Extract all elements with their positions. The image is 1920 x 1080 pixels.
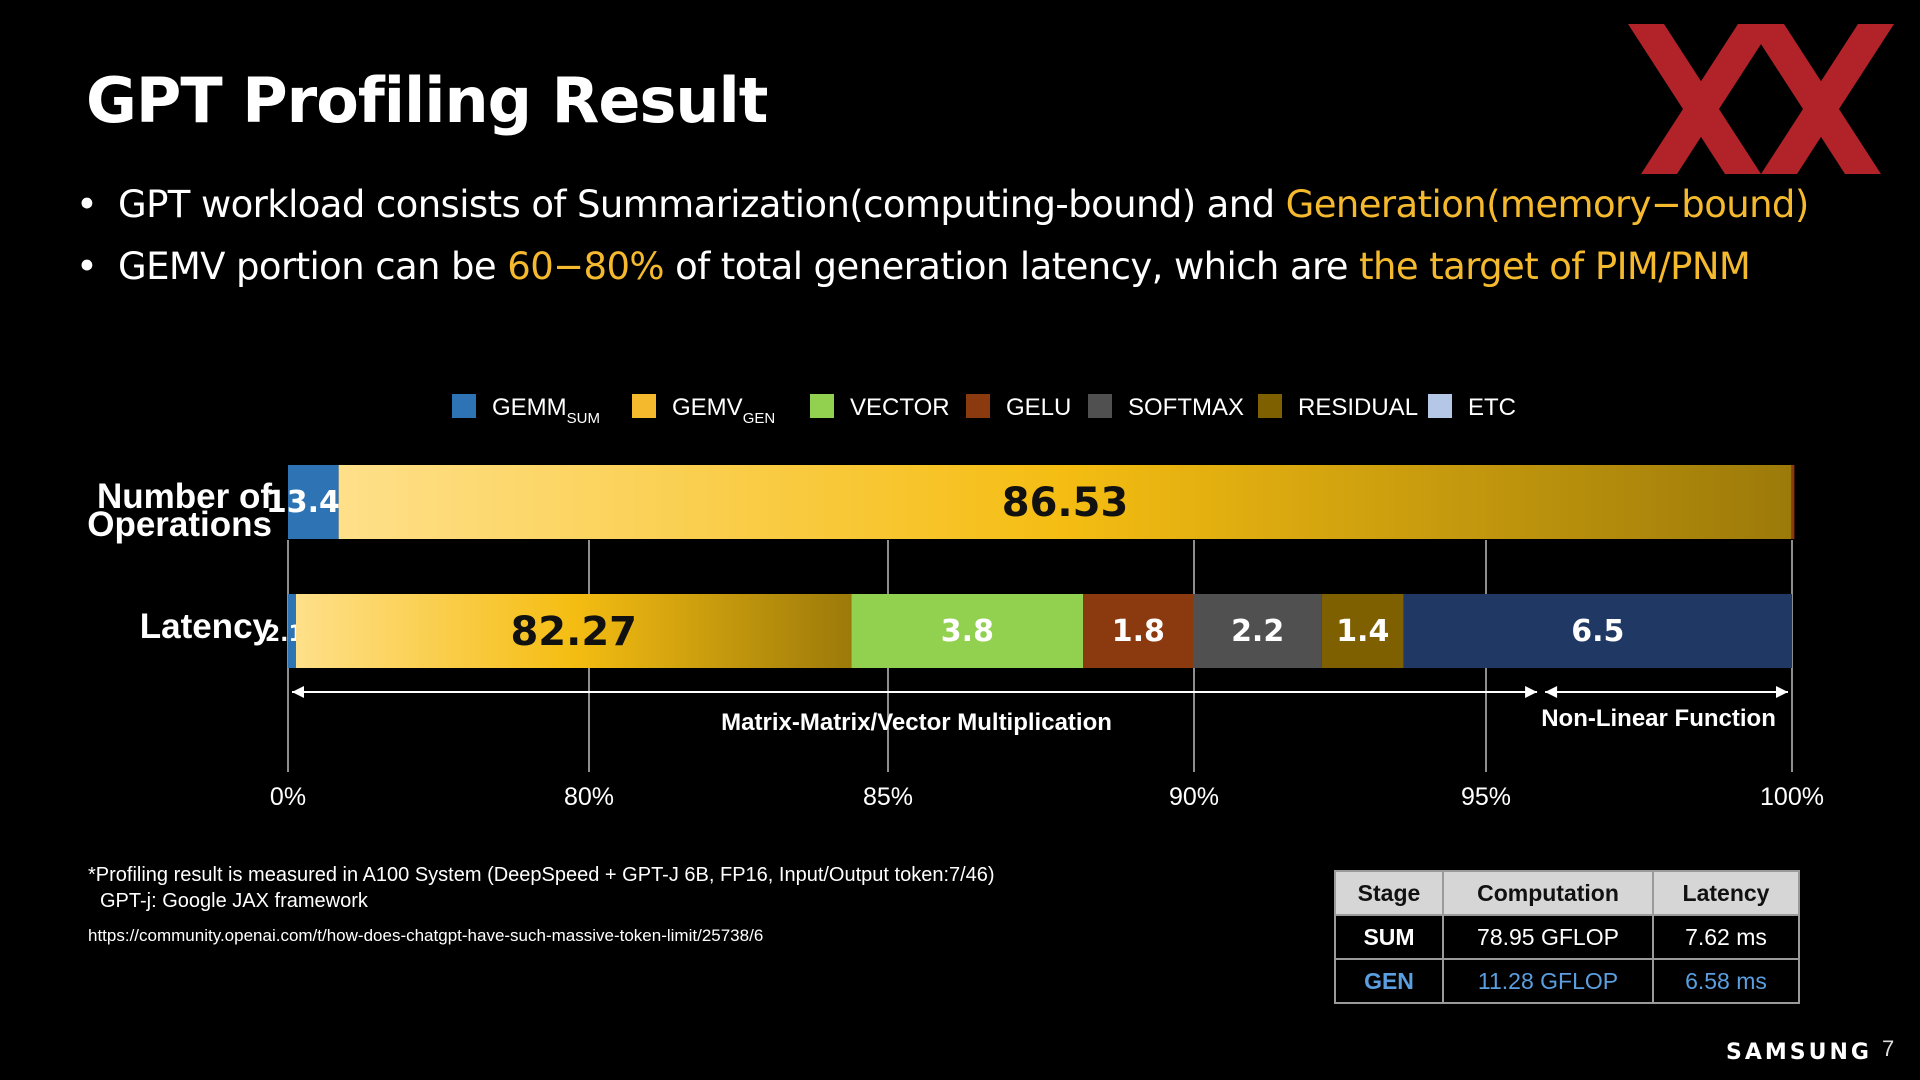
category-label: Latency	[140, 607, 273, 646]
legend-swatch	[452, 394, 476, 418]
category-label: Operations	[87, 505, 272, 544]
bar-segment-residual	[1321, 594, 1404, 668]
bar-segment-gemv	[295, 594, 852, 668]
legend-swatch	[1258, 394, 1282, 418]
footnote: *Profiling result is measured in A100 Sy…	[88, 862, 995, 914]
annotation-label: Matrix-Matrix/Vector Multiplication	[721, 709, 1112, 736]
legend-swatch	[1088, 394, 1112, 418]
table-cell: 6.58 ms	[1652, 958, 1800, 1004]
bullet-list: • GPT workload consists of Summarization(…	[76, 182, 1809, 306]
annotation-label: Non-Linear Function	[1541, 705, 1776, 732]
annotation-arrowhead	[1525, 686, 1538, 698]
table-header: Stage	[1334, 870, 1444, 916]
category-label: Number of	[97, 477, 272, 516]
bullet-text: GPT workload consists of Summarization(c…	[118, 183, 1286, 226]
legend-label: GEMMSUM	[492, 394, 600, 427]
table-header: Latency	[1652, 870, 1800, 916]
bullet-text: of total generation latency, which are	[664, 245, 1360, 288]
brand-x-logo	[1628, 24, 1894, 174]
legend-label: SOFTMAX	[1128, 394, 1244, 421]
bar-segment-gelu	[1791, 465, 1795, 539]
footnote-text: *Profiling result is measured in A100 Sy…	[88, 864, 995, 886]
bullet-dot: •	[76, 183, 98, 226]
table-header-row: Stage Computation Latency	[1334, 870, 1800, 916]
legend-label: VECTOR	[850, 394, 950, 421]
table-row: GEN 11.28 GFLOP 6.58 ms	[1334, 958, 1800, 1004]
table-cell: 7.62 ms	[1652, 914, 1800, 960]
bullet-highlight: the target of PIM/PNM	[1359, 245, 1751, 288]
data-label: 1.8	[1112, 614, 1165, 649]
legend-label: ETC	[1468, 394, 1516, 421]
annotation-arrowhead	[1776, 686, 1788, 698]
legend-label: GELU	[1006, 394, 1071, 421]
stats-table: Stage Computation Latency SUM 78.95 GFLO…	[1334, 870, 1800, 1004]
x-tick-label: 90%	[1169, 783, 1219, 811]
bar-segment-gemm	[288, 594, 296, 668]
x-tick-label: 95%	[1461, 783, 1511, 811]
annotation-arrowhead	[292, 686, 304, 698]
bar-segment-gelu	[1083, 594, 1194, 668]
bullet-text: GEMV portion can be	[118, 245, 508, 288]
legend-label: RESIDUAL	[1298, 394, 1418, 421]
data-label: 2.2	[1231, 614, 1284, 649]
x-tick-label: 100%	[1760, 783, 1824, 811]
bar-segment-gemv	[338, 465, 1792, 539]
bullet-dot: •	[76, 245, 98, 288]
x-tick-label: 0%	[270, 783, 306, 811]
bar-segment-etc	[1403, 594, 1792, 668]
slide-title: GPT Profiling Result	[86, 64, 768, 137]
data-label: 86.53	[1002, 480, 1129, 526]
table-cell: SUM	[1334, 914, 1444, 960]
legend-label: GEMVGEN	[672, 394, 775, 427]
bar-segment-gemm	[288, 465, 339, 539]
footnote-sub: GPT-j: Google JAX framework	[100, 890, 368, 912]
legend-swatch	[810, 394, 834, 418]
data-label: 1.4	[1336, 614, 1389, 649]
legend-swatch	[1428, 394, 1452, 418]
data-label: 3.8	[941, 614, 994, 649]
x-tick-label: 85%	[863, 783, 913, 811]
bullet-highlight: 60−80%	[507, 245, 664, 288]
table-header: Computation	[1442, 870, 1654, 916]
table-cell: 11.28 GFLOP	[1442, 958, 1654, 1004]
bullet-item: • GPT workload consists of Summarization(…	[76, 182, 1809, 244]
data-label: 82.27	[510, 609, 637, 655]
legend-swatch	[632, 394, 656, 418]
table-cell: GEN	[1334, 958, 1444, 1004]
table-cell: 78.95 GFLOP	[1442, 914, 1654, 960]
stacked-bar-chart: GEMMSUM GEMVGEN VECTOR GELU SOFTMAX RESIDUAL E…	[87, 394, 1824, 811]
bar-segment-softmax	[1193, 594, 1322, 668]
data-label: 6.5	[1571, 614, 1624, 649]
bullet-highlight: Generation(memory−bound)	[1285, 183, 1810, 226]
bullet-item: • GEMV portion can be 60−80% of total gen…	[76, 244, 1809, 306]
annotation-arrowhead	[1545, 686, 1558, 698]
samsung-wordmark: SAMSUNG	[1726, 1040, 1872, 1065]
bar-segment-vector	[851, 594, 1084, 668]
x-tick-label: 80%	[564, 783, 614, 811]
source-url[interactable]: https://community.openai.com/t/how-does-…	[88, 926, 764, 945]
legend-swatch	[966, 394, 990, 418]
table-row: SUM 78.95 GFLOP 7.62 ms	[1334, 914, 1800, 960]
page-number: 7	[1882, 1036, 1895, 1061]
